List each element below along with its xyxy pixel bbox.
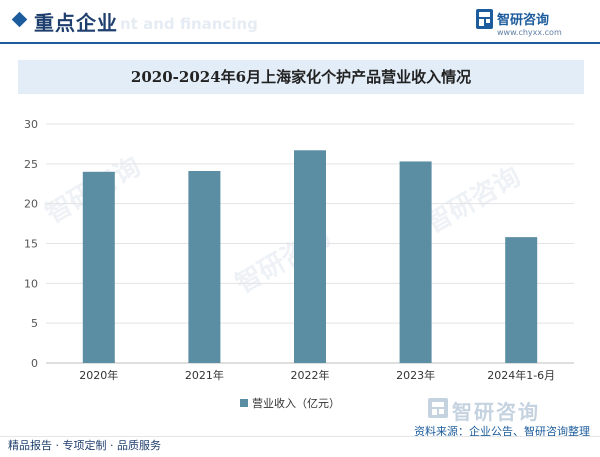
y-tick-label: 15 [24, 238, 38, 251]
chart-title: 2020-2024年6月上海家化个护产品营业收入情况 [130, 68, 472, 86]
x-tick-label: 2021年 [185, 368, 224, 382]
legend-swatch [240, 399, 248, 407]
section-title: 重点企业 [34, 11, 118, 35]
bar [399, 161, 432, 363]
diamond-icon [11, 11, 28, 28]
footer-tagline: 精品报告 · 专项定制 · 品质服务 [8, 439, 161, 452]
brand-name: 智研咨询 [497, 13, 550, 28]
bar-chart: 0 5 10 15 20 25 30 2020年 2021年 2022年 2023年 2024年1-6… [24, 118, 574, 382]
bar [188, 171, 221, 363]
y-tick-label: 5 [31, 317, 38, 330]
brand: 智研咨询 www.chyxx.com [476, 7, 586, 41]
bar [505, 237, 538, 363]
y-tick-label: 0 [31, 357, 38, 370]
header-divider [0, 42, 600, 44]
page-header: nt and financing 重点企业 智研咨询 www.chyxx.com [0, 0, 600, 44]
y-tick-label: 20 [24, 198, 38, 211]
watermark-text: 智研咨询 [452, 400, 540, 424]
x-tick-label: 2020年 [79, 368, 118, 382]
x-tick-label: 2024年1-6月 [487, 368, 555, 382]
brand-logo-icon [476, 9, 493, 29]
footer-bar [0, 436, 600, 457]
watermark-logo-icon [428, 398, 448, 418]
bar [294, 150, 326, 363]
x-tick-label: 2022年 [291, 368, 330, 382]
y-tick-label: 30 [24, 118, 38, 131]
legend-label: 营业收入（亿元） [252, 397, 340, 410]
y-tick-label: 10 [24, 277, 38, 290]
y-tick-label: 25 [24, 158, 38, 171]
brand-url: www.chyxx.com [497, 28, 562, 37]
source-note: 资料来源：企业公告、智研咨询整理 [414, 425, 590, 438]
bar [82, 171, 115, 363]
x-tick-label: 2023年 [396, 368, 435, 382]
chart-title-band [18, 60, 584, 94]
header-ghost-text: nt and financing [120, 15, 258, 33]
